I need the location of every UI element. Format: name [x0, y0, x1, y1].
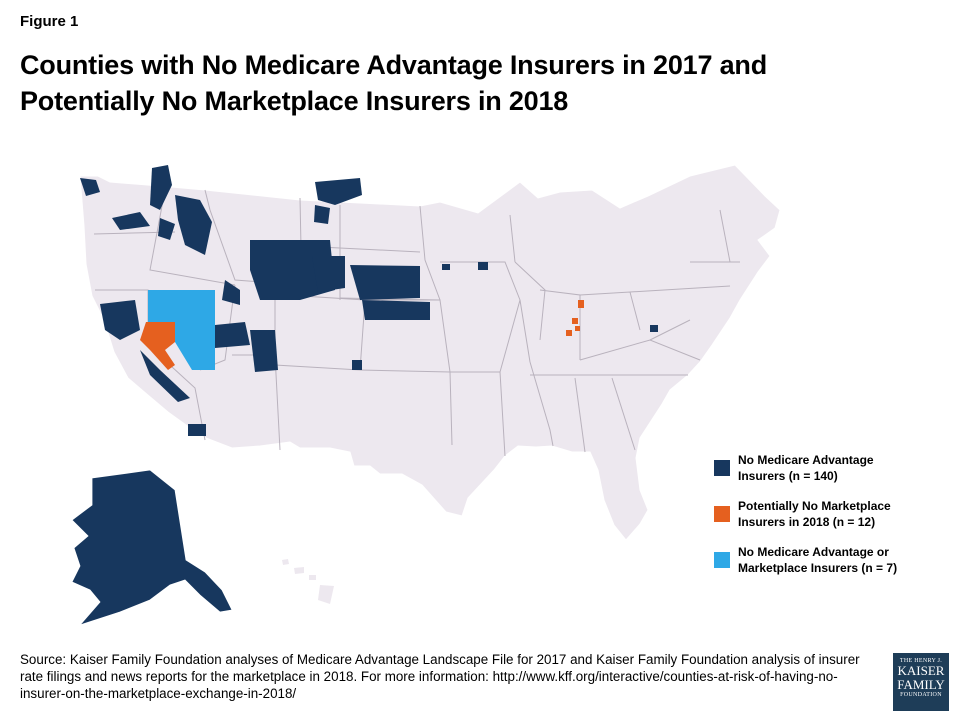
legend-swatch-no-ma-or-marketplace	[714, 552, 730, 568]
legend-swatch-no-ma	[714, 460, 730, 476]
chart-title: Counties with No Medicare Advantage Insu…	[20, 50, 767, 116]
legend-swatch-no-marketplace	[714, 506, 730, 522]
legend-no-marketplace-line2: Insurers in 2018 (n = 12)	[738, 515, 876, 529]
source-note: Source: Kaiser Family Foundation analyse…	[20, 652, 860, 701]
no-marketplace-counties	[140, 300, 584, 370]
legend-no-ma-line2: Insurers (n = 140)	[738, 469, 838, 483]
figure-label: Figure 1	[20, 13, 79, 30]
legend-item-no-ma-or-marketplace: No Medicare Advantage or Marketplace Ins…	[714, 544, 944, 590]
no-ma-or-marketplace-counties	[148, 290, 215, 370]
logo-line2: KAISER	[897, 663, 945, 678]
no-ma-counties	[80, 165, 658, 436]
legend-item-no-marketplace: Potentially No Marketplace Insurers in 2…	[714, 498, 944, 544]
map-legend: No Medicare Advantage Insurers (n = 140)…	[714, 452, 944, 590]
kff-logo: THE HENRY J. KAISER FAMILY FOUNDATION	[893, 653, 949, 711]
legend-no-both-line1: No Medicare Advantage or	[738, 545, 889, 559]
alaska	[71, 469, 233, 626]
logo-line3: FAMILY	[897, 677, 945, 692]
legend-no-both-line2: Marketplace Insurers (n = 7)	[738, 561, 898, 575]
legend-no-ma-line1: No Medicare Advantage	[738, 453, 874, 467]
legend-no-marketplace-line1: Potentially No Marketplace	[738, 499, 891, 513]
logo-line1: THE HENRY J.	[899, 658, 943, 664]
hawaii	[282, 559, 334, 604]
legend-item-no-ma: No Medicare Advantage Insurers (n = 140)	[714, 452, 944, 498]
logo-line4: FOUNDATION	[900, 692, 942, 698]
us-county-map	[71, 164, 781, 626]
